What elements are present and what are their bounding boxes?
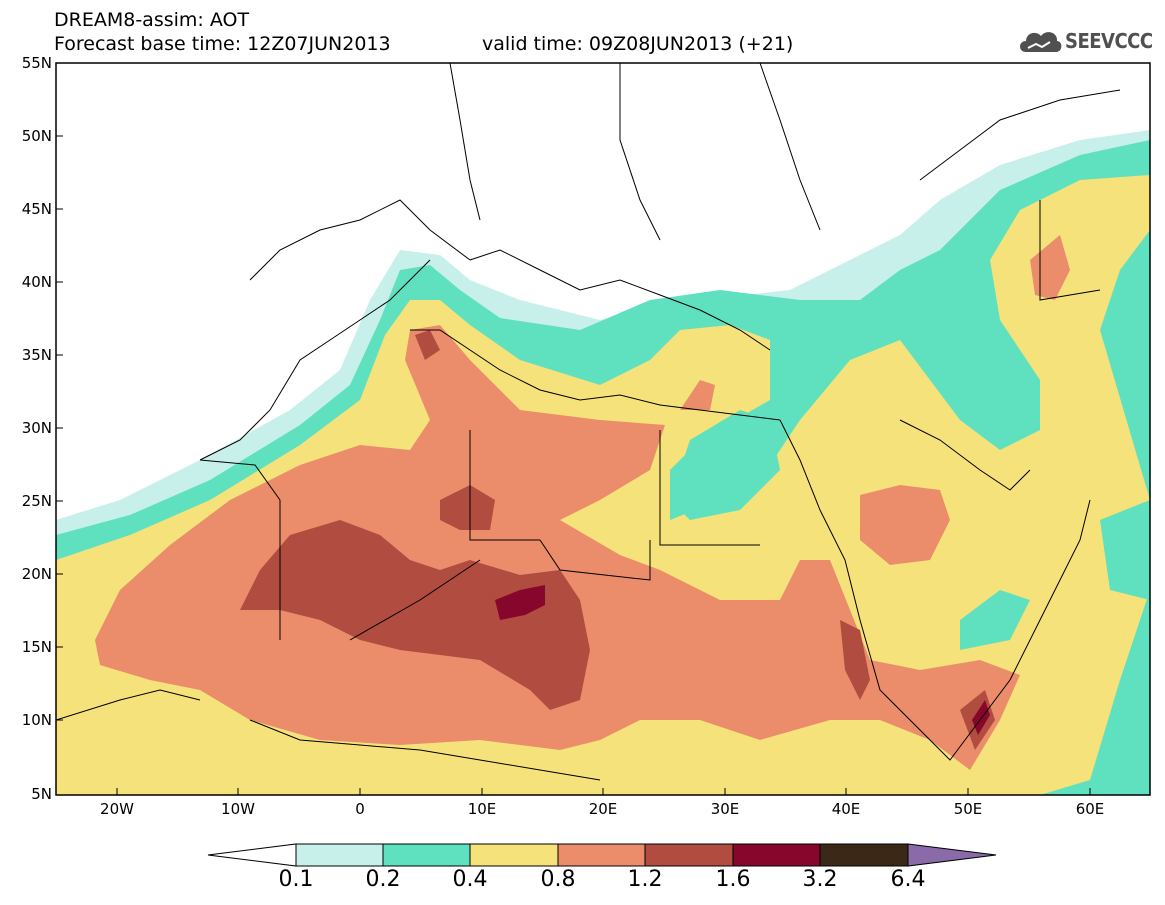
colorbar-label: 1.6 xyxy=(715,867,751,892)
lat-label: 30N xyxy=(21,419,52,437)
logo-text: SEEVCCC xyxy=(1065,29,1153,53)
lon-label: 0 xyxy=(355,800,365,818)
aot-band-0-2-patch xyxy=(670,410,780,520)
lat-label: 35N xyxy=(21,346,52,364)
aot-band-0-2-patch xyxy=(1100,500,1150,600)
aot-band-0-2-patch xyxy=(960,590,1030,650)
colorbar-label: 1.2 xyxy=(627,867,663,892)
lat-label: 15N xyxy=(21,638,52,656)
cloud-icon xyxy=(1020,32,1062,52)
aot-band-0-8-patch xyxy=(860,485,950,565)
lat-label: 55N xyxy=(21,54,52,72)
aot-band-1-6 xyxy=(972,700,990,735)
colorbar-swatch xyxy=(644,843,734,867)
colorbar-swatch xyxy=(819,843,909,867)
aot-band-1-2 xyxy=(240,520,590,710)
colorbar-swatch xyxy=(469,843,559,867)
aot-band-1-6 xyxy=(495,585,545,620)
lat-label: 20N xyxy=(21,565,52,583)
colorbar-label: 0.1 xyxy=(278,867,314,892)
lat-label: 45N xyxy=(21,200,52,218)
aot-band-1-2-patch xyxy=(415,330,440,360)
lon-label: 10E xyxy=(467,800,497,818)
colorbar-label: 0.2 xyxy=(365,867,401,892)
valid-time: valid time: 09Z08JUN2013 (+21) xyxy=(482,33,794,55)
colorbar-swatch xyxy=(295,843,384,867)
lat-label: 25N xyxy=(21,492,52,510)
lon-label: 10W xyxy=(221,800,255,818)
lat-label: 50N xyxy=(21,127,52,145)
colorbar-label: 3.2 xyxy=(802,867,838,892)
aot-band-1-2-patch xyxy=(440,485,495,530)
lon-label: 50E xyxy=(953,800,983,818)
axis-ticks xyxy=(56,62,1091,795)
lon-label: 20W xyxy=(100,800,134,818)
lat-label: 10N xyxy=(21,711,52,729)
aot-band-0-8 xyxy=(95,325,1020,770)
base-time: Forecast base time: 12Z07JUN2013 xyxy=(54,33,391,55)
lon-label: 40E xyxy=(831,800,861,818)
lon-label: 20E xyxy=(588,800,618,818)
colorbar-swatch xyxy=(557,843,646,867)
colorbar-swatch xyxy=(382,843,471,867)
aot-band-0-8-patch xyxy=(680,380,715,410)
colorbar-label: 0.8 xyxy=(540,867,576,892)
colorbar-arrow-high xyxy=(907,843,997,867)
coastlines xyxy=(56,63,1121,781)
colorbar-swatch xyxy=(732,843,821,867)
lon-label: 30E xyxy=(710,800,740,818)
seevccc-logo: SEEVCCC xyxy=(1016,24,1153,58)
colorbar-label: 0.4 xyxy=(452,867,488,892)
colorbar-label: 6.4 xyxy=(890,867,926,892)
lat-label: 5N xyxy=(31,785,52,803)
aot-band-1-2-patch xyxy=(840,620,870,700)
colorbar xyxy=(207,843,997,867)
lon-label: 60E xyxy=(1075,800,1105,818)
model-title: DREAM8-assim: AOT xyxy=(54,9,250,31)
lat-label: 40N xyxy=(21,273,52,291)
colorbar-arrow-low xyxy=(207,843,297,867)
